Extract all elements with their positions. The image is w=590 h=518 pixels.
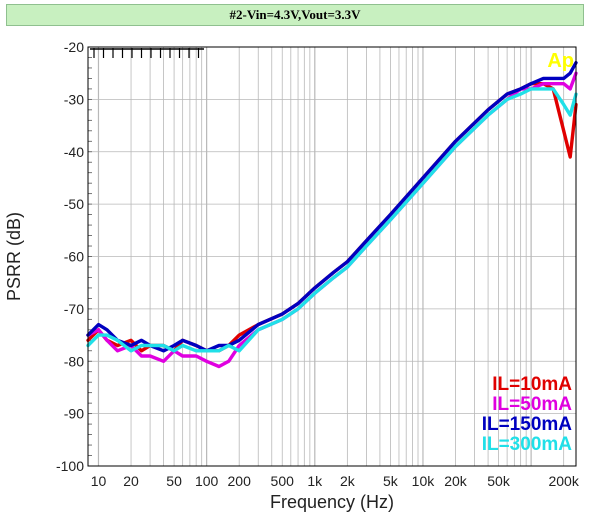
y-tick-label: -50 xyxy=(64,196,84,212)
plot-frame xyxy=(87,46,577,467)
y-tick-label: -20 xyxy=(64,39,84,55)
y-tick-label: -60 xyxy=(64,249,84,265)
x-tick-label: 500 xyxy=(271,473,295,489)
series-line-il-10ma xyxy=(86,81,578,353)
x-tick-label: 10k xyxy=(412,473,436,489)
x-tick-label: 20 xyxy=(123,473,139,489)
x-tick-label: 50k xyxy=(487,473,511,489)
chart-title: #2-Vin=4.3V,Vout=3.3V xyxy=(6,4,584,26)
x-axis-label: Frequency (Hz) xyxy=(270,492,394,512)
series-line-il-50ma xyxy=(86,71,578,369)
y-tick-label: -100 xyxy=(56,458,84,474)
legend-entry: IL=300mA xyxy=(482,434,573,455)
y-tick-label: -40 xyxy=(64,144,84,160)
y-axis-label: PSRR (dB) xyxy=(4,212,24,301)
y-tick-label: -80 xyxy=(64,353,84,369)
y-tick-label: -90 xyxy=(64,406,84,422)
x-tick-label: 200 xyxy=(228,473,252,489)
x-tick-label: 20k xyxy=(444,473,468,489)
x-tick-label: 2k xyxy=(340,473,356,489)
y-tick-labels: -20 -30 -40 -50 -60 -70 -80 -90 -100 xyxy=(56,39,84,474)
x-tick-label: 100 xyxy=(195,473,219,489)
grid xyxy=(88,46,576,467)
series-line-il-150ma xyxy=(86,61,578,353)
x-tick-labels: 10 20 50 100 200 500 1k 2k 5k 10k 20k 50k 200k xyxy=(91,473,580,489)
corner-annotation: Ap xyxy=(547,50,574,72)
x-tick-label: 200k xyxy=(548,473,579,489)
x-tick-label: 5k xyxy=(383,473,399,489)
series-line-il-300ma xyxy=(86,87,578,353)
x-tick-label: 1k xyxy=(307,473,323,489)
legend-entry: IL=150mA xyxy=(482,414,573,435)
series-lines xyxy=(86,61,578,369)
y-tick-label: -30 xyxy=(64,91,84,107)
legend-entry: IL=10mA xyxy=(492,374,572,395)
y-tick-label: -70 xyxy=(64,301,84,317)
x-tick-label: 50 xyxy=(166,473,182,489)
x-tick-label: 10 xyxy=(91,473,107,489)
legend-entry: IL=50mA xyxy=(492,394,572,415)
